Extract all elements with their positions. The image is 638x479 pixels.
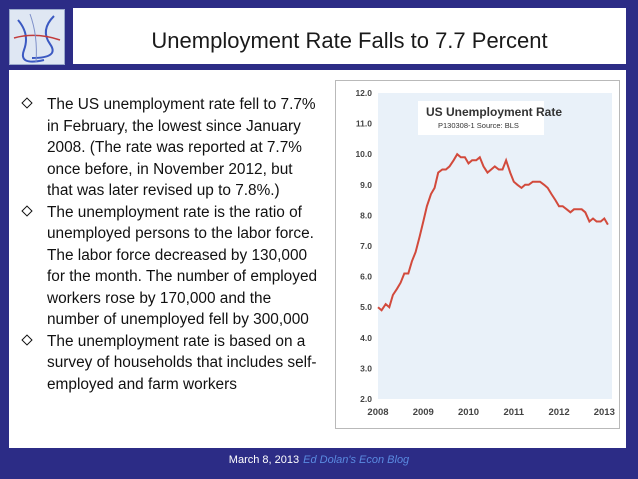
y-tick-label: 9.0 (360, 180, 372, 190)
logo-image (9, 9, 65, 65)
chart-title: US Unemployment Rate (426, 105, 562, 119)
y-tick-label: 8.0 (360, 210, 372, 220)
y-tick-label: 6.0 (360, 272, 372, 282)
footer-blog-link[interactable]: Ed Dolan's Econ Blog (303, 454, 410, 466)
y-tick-label: 5.0 (360, 302, 372, 312)
x-tick-label: 2012 (548, 407, 569, 418)
bullet-item: The unemployment rate is the ratio of un… (17, 202, 322, 331)
unemployment-chart: 2.0 3.0 4.0 5.0 6.0 7.0 8.0 9.0 10.0 11.0 12.0 200… (355, 88, 614, 418)
footer: March 8, 2013 Ed Dolan's Econ Blog (0, 454, 638, 466)
y-axis: 2.0 3.0 4.0 5.0 6.0 7.0 8.0 9.0 10.0 11.0 12.0 (355, 88, 372, 404)
y-tick-label: 11.0 (356, 119, 372, 129)
bullet-list: The US unemployment rate fell to 7.7% in… (17, 94, 322, 395)
x-tick-label: 2013 (594, 407, 615, 418)
y-tick-label: 3.0 (360, 363, 372, 373)
x-tick-label: 2009 (413, 407, 434, 418)
y-tick-label: 4.0 (360, 333, 372, 343)
plot-area (378, 93, 612, 399)
bullet-item: The US unemployment rate fell to 7.7% in… (17, 94, 322, 202)
bullet-text: The US unemployment rate fell to 7.7% in… (47, 96, 316, 199)
x-tick-label: 2008 (367, 407, 388, 418)
y-tick-label: 2.0 (360, 394, 372, 404)
slide-title: Unemployment Rate Falls to 7.7 Percent (151, 28, 548, 53)
chart-title-box (418, 101, 544, 135)
diamond-bullet-icon (21, 333, 33, 346)
bullet-item: The unemployment rate is based on a surv… (17, 331, 322, 396)
chart-frame: 2.0 3.0 4.0 5.0 6.0 7.0 8.0 9.0 10.0 11.0 12.0 200… (335, 80, 620, 429)
diamond-bullet-icon (21, 97, 33, 109)
x-axis: 2008 2009 2010 2011 2012 2013 (367, 407, 614, 418)
x-tick-label: 2010 (458, 407, 479, 418)
diamond-bullet-icon (21, 204, 33, 217)
content-panel: The US unemployment rate fell to 7.7% in… (9, 70, 626, 448)
y-tick-label: 7.0 (360, 241, 372, 251)
bullet-text: The unemployment rate is the ratio of un… (47, 203, 318, 329)
bullet-text: The unemployment rate is based on a surv… (47, 332, 317, 393)
y-tick-label: 12.0 (355, 88, 372, 98)
x-tick-label: 2011 (503, 407, 524, 418)
chart-subtitle: P130308-1 Source: BLS (438, 121, 519, 130)
logo-graphic (13, 13, 61, 63)
series-line (377, 152, 609, 312)
title-bar: Unemployment Rate Falls to 7.7 Percent (73, 8, 626, 64)
y-tick-label: 10.0 (355, 149, 372, 159)
footer-date: March 8, 2013 (228, 454, 300, 466)
